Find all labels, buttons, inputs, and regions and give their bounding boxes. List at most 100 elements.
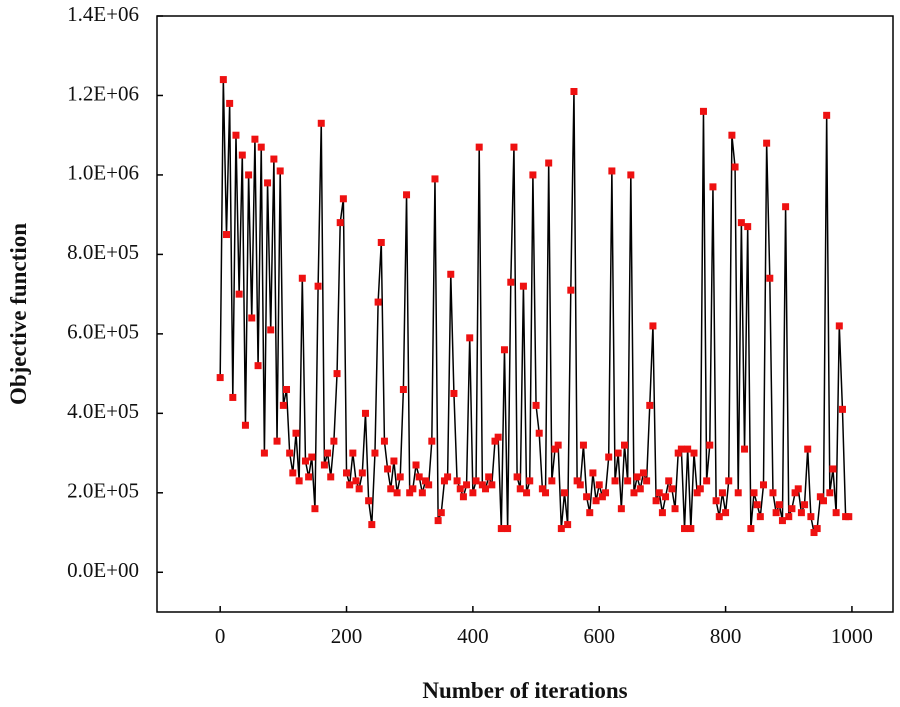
y-axis-title: Objective function [6, 223, 31, 405]
data-point [621, 441, 629, 449]
data-point [371, 449, 379, 457]
y-tick-label: 1.0E+06 [67, 161, 139, 185]
data-point [832, 509, 840, 517]
data-point [646, 401, 654, 409]
data-point [298, 274, 306, 282]
x-tick-label: 1000 [831, 624, 873, 648]
data-point [712, 497, 720, 505]
data-point [500, 346, 508, 354]
data-point [804, 445, 812, 453]
x-tick-label: 0 [215, 624, 226, 648]
y-tick-label: 1.2E+06 [67, 81, 139, 105]
data-point [750, 489, 758, 497]
data-point [551, 445, 559, 453]
data-point [769, 489, 777, 497]
data-point [320, 461, 328, 469]
data-point [671, 505, 679, 513]
data-point [478, 481, 486, 489]
data-point [229, 393, 237, 401]
data-point [662, 493, 670, 501]
data-point [510, 143, 518, 151]
data-point [497, 525, 505, 533]
data-point [330, 437, 338, 445]
data-point [336, 219, 344, 227]
data-point [554, 441, 562, 449]
data-point [807, 513, 815, 521]
data-point [349, 449, 357, 457]
data-point [785, 513, 793, 521]
data-point [703, 477, 711, 485]
data-point [403, 191, 411, 199]
data-point [504, 525, 512, 533]
data-point [722, 509, 730, 517]
data-point [437, 509, 445, 517]
data-point [434, 517, 442, 525]
data-point [260, 449, 268, 457]
y-tick-label: 1.4E+06 [67, 2, 139, 26]
data-point [668, 485, 676, 493]
data-point [772, 509, 780, 517]
y-tick-label: 6.0E+05 [67, 320, 139, 344]
data-point [279, 401, 287, 409]
data-point [270, 155, 278, 163]
data-point [532, 401, 540, 409]
data-point [308, 453, 316, 461]
data-point [333, 370, 341, 378]
data-point [579, 441, 587, 449]
data-point [295, 477, 303, 485]
data-point [248, 314, 256, 322]
data-point [226, 99, 234, 107]
data-point [453, 477, 461, 485]
data-point [687, 525, 695, 533]
data-point [557, 525, 565, 533]
data-point [718, 489, 726, 497]
data-point [690, 449, 698, 457]
data-point [598, 493, 606, 501]
data-point [482, 485, 490, 493]
data-point [652, 497, 660, 505]
data-point [257, 143, 265, 151]
data-point [693, 489, 701, 497]
data-point [829, 465, 837, 473]
data-point [241, 421, 249, 429]
data-point [314, 282, 322, 290]
x-axis-title: Number of iterations [422, 678, 627, 703]
data-point [538, 485, 546, 493]
data-point [444, 473, 452, 481]
data-point [494, 433, 502, 441]
data-point [276, 167, 284, 175]
data-point [245, 171, 253, 179]
data-point [254, 362, 262, 370]
data-point [741, 445, 749, 453]
data-point [715, 513, 723, 521]
data-point [384, 465, 392, 473]
data-point [589, 469, 597, 477]
data-point [396, 473, 404, 481]
data-point [633, 473, 641, 481]
data-point [431, 175, 439, 183]
data-point [605, 453, 613, 461]
data-point [301, 457, 309, 465]
data-point [222, 231, 230, 239]
data-point [816, 493, 824, 501]
x-tick-label: 400 [457, 624, 489, 648]
data-point [305, 473, 313, 481]
y-tick-label: 8.0E+05 [67, 240, 139, 264]
data-point [826, 489, 834, 497]
data-point [393, 489, 401, 497]
y-tick-label: 2.0E+05 [67, 479, 139, 503]
data-point [782, 203, 790, 211]
data-point [586, 509, 594, 517]
data-point [450, 389, 458, 397]
plot-frame [156, 15, 894, 613]
data-point [747, 525, 755, 533]
data-point [627, 171, 635, 179]
data-point [801, 501, 809, 509]
data-point [766, 274, 774, 282]
data-point [352, 477, 360, 485]
data-point [611, 477, 619, 485]
data-point [684, 445, 692, 453]
data-point [797, 509, 805, 517]
data-point [358, 469, 366, 477]
